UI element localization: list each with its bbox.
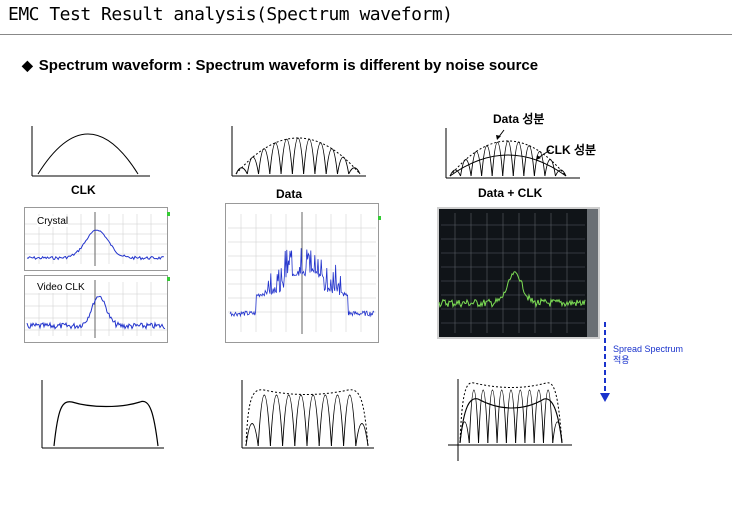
- clk-spread-shape: [41, 380, 164, 449]
- combo-lobe: [502, 140, 514, 177]
- subtitle: ◆ Spectrum waveform : Spectrum waveform i…: [22, 57, 538, 74]
- spread-spectrum-arrow: [600, 322, 610, 402]
- clk-pointer-arrowhead: [536, 155, 541, 160]
- crystal-marker: [167, 212, 170, 216]
- data-spread-lobe: [330, 394, 345, 447]
- video-clk-marker: [167, 277, 170, 281]
- data-lobe: [280, 138, 293, 175]
- data-spread-lobe: [245, 423, 259, 447]
- crystal-scope-screenshot: Crystal: [24, 207, 168, 271]
- analyzer-bezel: [587, 209, 598, 337]
- analyzer-grid: [441, 213, 585, 333]
- data-lobe: [325, 148, 338, 175]
- combo-lobe: [555, 169, 567, 177]
- combo-spread-lobe: [543, 389, 554, 444]
- combo-spread-lobe: [515, 389, 526, 444]
- combo-spread-lobe: [496, 389, 507, 444]
- clk-shape-curve: [37, 133, 139, 175]
- clk-component-label: CLK 성분: [546, 143, 597, 157]
- combo-lobe: [491, 141, 504, 177]
- clk-pointer-arrow: [537, 149, 551, 159]
- video-clk-scope-plot: [25, 280, 167, 338]
- data-lobe: [246, 156, 259, 175]
- analyzer-photo-plot: [438, 209, 598, 337]
- combo-lobe: [470, 151, 483, 177]
- data-component-label: Data 성분: [493, 112, 545, 126]
- analyzer-screen: [439, 209, 598, 337]
- data-lobe: [314, 142, 327, 175]
- data-lobe: [235, 167, 248, 175]
- combo-spread-lobe: [468, 389, 479, 444]
- analyzer-green-trace: [438, 271, 586, 309]
- video-clk-label: Video CLK: [37, 282, 85, 293]
- crystal-trace: [26, 229, 164, 261]
- title-divider: [0, 34, 732, 35]
- data-scope-trace: [229, 248, 375, 318]
- combo-spread-lobe: [533, 389, 544, 444]
- data-lobe: [269, 142, 282, 175]
- spread-spectrum-label: Spread Spectrum 적용: [613, 344, 683, 366]
- diamond-bullet-icon: ◆: [22, 57, 33, 73]
- crystal-scope-plot: [25, 212, 167, 266]
- combo-spread-lobes: [459, 389, 563, 444]
- data-scope-plot: [228, 212, 376, 334]
- combo-lobe: [512, 141, 525, 177]
- combo-lobe: [460, 159, 472, 177]
- data-spread-lobe: [355, 423, 369, 447]
- combo-spread-lobe: [459, 421, 470, 444]
- video-clk-grid: [25, 282, 167, 336]
- combo-spread-lobe: [478, 389, 489, 444]
- combo-shape-clk-curve: [449, 154, 567, 177]
- combo-lobe: [544, 159, 556, 177]
- video-clk-trace: [26, 295, 166, 330]
- data-spread-lobe: [343, 394, 357, 447]
- combo-spread-lobe: [552, 421, 563, 444]
- data-lobe: [337, 156, 350, 175]
- crystal-label: Crystal: [37, 216, 69, 227]
- combo-lobe: [481, 145, 493, 177]
- data-lobe: [348, 167, 361, 175]
- data-shape-envelope: [235, 137, 361, 175]
- data-spread-shape: [241, 380, 374, 449]
- data-shape-diagram: [231, 126, 366, 177]
- combo-lobe: [533, 151, 546, 177]
- data-spread-lobe: [294, 394, 308, 447]
- data-pointer-arrowhead: [496, 135, 501, 140]
- data-caption: Data: [276, 187, 303, 201]
- clk-shape-diagram: [31, 126, 150, 177]
- data-clk-spread-shape: [448, 379, 572, 461]
- data-spread-lobe: [318, 394, 332, 447]
- spread-spectrum-line1: Spread Spectrum: [613, 344, 684, 354]
- data-lobe: [291, 137, 305, 175]
- combo-lobe: [523, 145, 535, 177]
- data-spread-lobe: [306, 394, 320, 447]
- combo-shape-lobes: [449, 140, 567, 177]
- data-lobe: [258, 148, 271, 175]
- spread-spectrum-line2: 적용: [613, 355, 630, 365]
- video-clk-scope-screenshot: Video CLK: [24, 275, 168, 343]
- slide-title: EMC Test Result analysis(Spectrum wavefo…: [8, 4, 453, 25]
- combo-spread-lobe: [487, 389, 498, 444]
- data-spread-lobe: [269, 394, 284, 447]
- data-lobe: [303, 138, 316, 175]
- combo-spread-lobe: [505, 389, 517, 444]
- data-spread-lobes: [245, 394, 369, 447]
- subtitle-text: Spectrum waveform : Spectrum waveform is…: [38, 57, 539, 74]
- analyzer-photo: [437, 207, 600, 339]
- clk-caption: CLK: [71, 183, 96, 197]
- data-spread-lobe: [257, 394, 271, 447]
- data-scope-screenshot: [225, 203, 379, 343]
- combo-lobe: [449, 169, 461, 177]
- combo-spread-lobe: [524, 389, 535, 444]
- data-scope-marker: [378, 216, 381, 220]
- data-spread-lobe: [282, 394, 296, 447]
- data-clk-caption: Data + CLK: [478, 186, 543, 200]
- data-shape-lobes: [235, 137, 361, 175]
- data-clk-shape-diagram: [445, 128, 580, 179]
